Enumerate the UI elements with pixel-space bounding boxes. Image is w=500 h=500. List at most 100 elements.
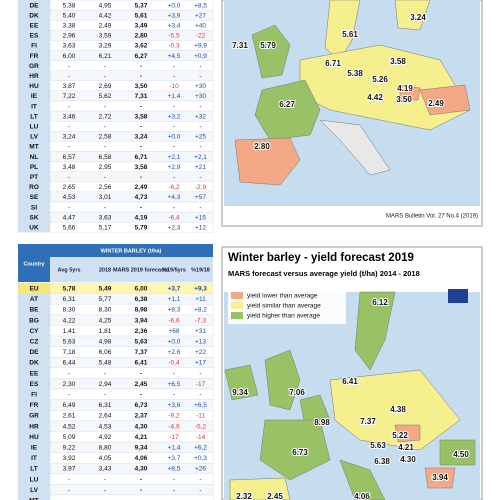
table-cell: +3,2 bbox=[168, 113, 181, 120]
table-cell: 3,38 bbox=[63, 22, 76, 29]
table-cell: 4,25 bbox=[99, 317, 112, 324]
group-header: WINTER BARLEY (t/ha) bbox=[101, 248, 162, 254]
region bbox=[254, 79, 321, 141]
map-label: 3.24 bbox=[410, 13, 426, 22]
table-cell: +8,5 bbox=[194, 2, 207, 9]
table-cell: LV bbox=[30, 487, 38, 494]
table-cell: - bbox=[173, 63, 175, 70]
table-cell: UK bbox=[29, 224, 39, 231]
map-title: Winter barley - yield forecast 2019 bbox=[228, 252, 414, 264]
table-cell: 3,97 bbox=[63, 466, 76, 473]
map-label: 2.49 bbox=[428, 99, 444, 108]
table-cell: - bbox=[173, 144, 175, 151]
map-label: 7.31 bbox=[232, 41, 248, 50]
table-cell: - bbox=[199, 204, 201, 211]
table-cell: - bbox=[199, 73, 201, 80]
table-cell: 9,34 bbox=[135, 445, 148, 452]
table-cell: 2,30 bbox=[63, 381, 76, 388]
map-label: 5.61 bbox=[342, 30, 358, 39]
table-cell: 4,30 bbox=[135, 466, 148, 473]
table-cell: 6,73 bbox=[135, 402, 148, 409]
table-cell: - bbox=[173, 392, 175, 399]
map-label: 4.42 bbox=[367, 93, 383, 102]
table-cell: AT bbox=[30, 296, 38, 303]
table-cell: -10 bbox=[169, 83, 179, 90]
table-cell: -0,3 bbox=[168, 43, 180, 50]
table-cell: 2,94 bbox=[99, 381, 112, 388]
table-cell: +0,0 bbox=[168, 134, 181, 141]
region bbox=[299, 394, 331, 426]
table-cell: +13 bbox=[195, 339, 206, 346]
col-header-bg bbox=[50, 257, 213, 282]
table-cell: 5,79 bbox=[135, 224, 148, 231]
table-cell: +2,9 bbox=[168, 164, 181, 171]
table-cell: 3,87 bbox=[63, 83, 76, 90]
table-cell: 4,06 bbox=[135, 455, 148, 462]
region bbox=[394, 0, 431, 31]
table-cell: 5,63 bbox=[135, 339, 148, 346]
row-bg bbox=[49, 171, 214, 182]
table-cell: 6,49 bbox=[63, 402, 76, 409]
table-cell: 3,92 bbox=[63, 455, 76, 462]
table-cell: FI bbox=[31, 392, 37, 399]
table-cell: - bbox=[140, 63, 142, 70]
table-cell: 9,22 bbox=[63, 445, 76, 452]
table-cell: - bbox=[68, 370, 70, 377]
table-cell: - bbox=[199, 103, 201, 110]
table-cell: - bbox=[173, 498, 175, 500]
col-header: Avg 5yrs bbox=[57, 267, 80, 273]
table-cell: +11 bbox=[195, 296, 206, 303]
table-cell: DK bbox=[29, 12, 39, 19]
group-header-bg bbox=[50, 244, 213, 257]
table-cell: - bbox=[104, 392, 106, 399]
table-cell: 2,72 bbox=[99, 113, 112, 120]
table-cell: +2,1 bbox=[168, 154, 181, 161]
table-cell: 1,81 bbox=[99, 328, 112, 335]
table-cell: IT bbox=[31, 455, 37, 462]
table-cell: 3,63 bbox=[63, 43, 76, 50]
table-cell: 3,24 bbox=[63, 134, 76, 141]
table-cell: +30 bbox=[195, 93, 206, 100]
country-cell bbox=[17, 494, 51, 500]
table-cell: MT bbox=[29, 498, 38, 500]
bottom-map-land bbox=[224, 291, 476, 500]
table-cell: 7,22 bbox=[63, 93, 76, 100]
table-cell: - bbox=[104, 123, 106, 130]
table-cell: 5,62 bbox=[99, 93, 112, 100]
row-bg bbox=[49, 120, 214, 132]
table-cell: EE bbox=[30, 370, 39, 377]
region bbox=[399, 84, 421, 101]
table-cell: 2,49 bbox=[99, 22, 112, 29]
table-cell: +57 bbox=[195, 194, 206, 201]
table-cell: - bbox=[68, 392, 70, 399]
region bbox=[224, 364, 259, 401]
table-cell: 6,00 bbox=[135, 286, 148, 293]
table-cell: 5,61 bbox=[135, 12, 148, 19]
table-cell: -6,6 bbox=[168, 317, 180, 324]
table-cell: - bbox=[104, 204, 106, 211]
table-cell: - bbox=[140, 103, 142, 110]
table-cell: - bbox=[104, 73, 106, 80]
table-cell: 4,98 bbox=[99, 339, 112, 346]
table-cell: -14 bbox=[196, 434, 206, 441]
table-cell: CZ bbox=[30, 339, 39, 346]
table-cell: 2,49 bbox=[135, 184, 148, 191]
table-cell: 6,06 bbox=[99, 349, 112, 356]
table-cell: +8,2 bbox=[194, 307, 207, 314]
table-cell: ES bbox=[30, 33, 39, 40]
table-cell: HR bbox=[29, 423, 39, 430]
table-cell: -5,2 bbox=[195, 423, 207, 430]
map-label: 5.38 bbox=[347, 69, 363, 78]
table-cell: HU bbox=[29, 434, 39, 441]
map-label: 5.63 bbox=[370, 441, 386, 450]
table-cell: +4,5 bbox=[168, 53, 181, 60]
table-cell: 4,52 bbox=[63, 423, 76, 430]
map-caption: MARS Bulletin Vol. 27 No.4 (2019) bbox=[386, 214, 478, 220]
table-cell: +1,4 bbox=[168, 93, 181, 100]
table-cell: - bbox=[68, 144, 70, 151]
map-label: 6.71 bbox=[325, 59, 341, 68]
map-label: 6.73 bbox=[292, 448, 308, 457]
table-cell: IT bbox=[31, 103, 37, 110]
table-cell: HR bbox=[29, 73, 39, 80]
